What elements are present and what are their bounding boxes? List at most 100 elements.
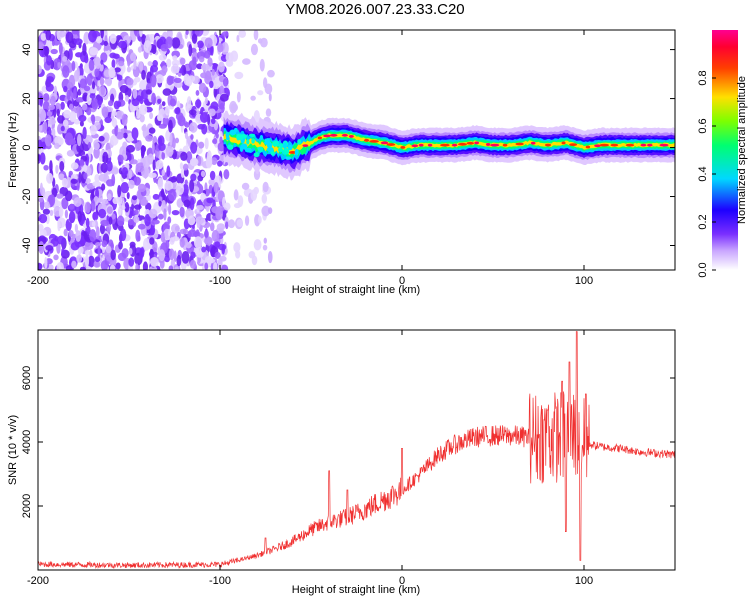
x-tick-label: -200 — [27, 575, 49, 587]
spectrogram-speckle — [253, 239, 262, 251]
spectrogram-speckle — [91, 81, 96, 90]
ridge-peak — [317, 136, 322, 140]
spectrogram-speckle — [56, 261, 64, 270]
spectrogram-speckle — [183, 199, 191, 208]
spectrogram-speckle — [40, 33, 47, 41]
spectrogram-speckle — [114, 124, 118, 137]
spectrogram-speckle — [152, 193, 160, 200]
ridge-speckle — [257, 146, 264, 153]
spectrogram-speckle — [174, 107, 181, 115]
spectrogram-speckle — [89, 229, 97, 242]
spectrogram-speckle — [161, 101, 166, 107]
spectrogram-speckle — [118, 60, 125, 67]
spectrogram-speckle — [126, 144, 136, 153]
spectrogram-speckle — [149, 225, 156, 236]
spectrogram-speckle — [197, 123, 206, 130]
x-tick-label: -100 — [209, 575, 231, 587]
spectrogram-speckle — [168, 203, 172, 215]
ridge-speckle — [278, 147, 284, 153]
spectrogram-speckle — [99, 63, 104, 72]
spectrogram-speckle — [97, 245, 101, 258]
spectrogram-speckle — [203, 50, 211, 59]
spectrogram-speckle — [179, 57, 186, 65]
spectrogram-speckle — [188, 43, 193, 57]
spectrogram-speckle — [57, 137, 64, 146]
ridge-speckle — [282, 142, 288, 150]
spectrogram-speckle — [204, 262, 209, 270]
colorbar-tick-label: 0.0 — [697, 262, 709, 277]
ridge-peak — [474, 141, 479, 145]
spectrogram-speckle — [160, 43, 169, 52]
spectrogram-speckle — [242, 58, 251, 65]
spectrogram-speckle — [137, 183, 147, 193]
ridge-peak — [411, 144, 419, 148]
spectrogram-speckle — [167, 188, 177, 202]
spectrogram-speckle — [43, 93, 50, 102]
spectrogram-speckle — [184, 179, 188, 185]
spectrogram-speckle — [262, 244, 268, 251]
spectrogram-speckle — [236, 91, 241, 103]
spectrogram-speckle — [109, 134, 119, 146]
spectrogram-speckle — [168, 265, 174, 270]
spectrogram-speckle — [182, 163, 189, 171]
spectrogram-speckle — [116, 131, 124, 140]
ridge-speckle — [251, 138, 255, 144]
spectrogram-speckle — [264, 83, 273, 95]
spectrogram-speckle — [116, 74, 123, 81]
spectrogram-speckle — [211, 68, 215, 76]
ridge-peak — [640, 143, 647, 147]
spectrogram-speckle — [190, 141, 198, 154]
spectrogram-speckle — [170, 64, 180, 74]
spectrogram-speckle — [173, 77, 182, 84]
spectrogram-speckle — [177, 115, 186, 127]
spectrogram-speckle — [117, 154, 124, 163]
snr-y-axis-label: SNR (10 * v/v) — [7, 415, 19, 485]
spectrogram-speckle — [260, 37, 268, 48]
spectrogram-speckle — [163, 208, 167, 221]
spectrogram-speckle — [58, 42, 63, 55]
spectrogram-speckle — [169, 133, 173, 146]
spectrogram-speckle — [244, 215, 250, 226]
spectrogram-speckle — [143, 40, 152, 53]
spectrogram-speckle — [114, 67, 121, 73]
spectrogram-speckle — [233, 242, 241, 253]
ridge-peak — [610, 143, 619, 147]
spectrogram-speckle — [43, 164, 49, 171]
spectrogram-speckle — [207, 57, 213, 67]
spectrogram-speckle — [128, 153, 132, 162]
spectrogram-speckle — [172, 55, 178, 61]
spectrogram-speckle — [139, 114, 145, 123]
spectrogram-speckle — [180, 151, 188, 161]
spectrogram-speckle — [44, 256, 48, 269]
spectrogram-speckle — [39, 182, 43, 196]
ridge-peak — [561, 141, 566, 145]
spectrogram-speckle — [134, 76, 141, 83]
spectrogram-speckle — [209, 222, 215, 232]
spectrogram-speckle — [38, 197, 44, 203]
spectrogram-speckle — [225, 52, 234, 62]
spectrogram-speckle — [87, 255, 95, 268]
spectrogram-speckle — [166, 58, 172, 68]
spectrogram-speckle — [65, 31, 74, 44]
spectrogram-speckle — [69, 111, 77, 123]
spectrogram-speckle — [227, 219, 236, 229]
spectrogram-speckle — [132, 88, 138, 99]
spectrogram-speckle — [136, 95, 142, 102]
spectrogram-speckle — [75, 230, 82, 242]
spectrogram-speckle — [241, 182, 250, 190]
spectrogram-speckle — [189, 259, 197, 269]
spectrogram-speckle — [112, 197, 119, 205]
spectrogram-speckle — [198, 141, 205, 149]
spectrogram-speckle — [204, 236, 213, 246]
colorbar-gradient — [712, 30, 738, 270]
spectrogram-speckle — [213, 138, 218, 145]
chart-title: YM08.2026.007.23.33.C20 — [285, 1, 465, 18]
ridge-speckle — [225, 131, 230, 138]
ridge-speckle — [266, 147, 274, 152]
spectrogram-speckle — [45, 245, 54, 251]
spectrogram-speckle — [211, 79, 221, 90]
spectrogram-speckle — [73, 70, 80, 82]
spectrogram-speckle — [135, 163, 139, 174]
spectrogram-speckle — [151, 92, 157, 105]
spectrogram-speckle — [189, 157, 199, 167]
